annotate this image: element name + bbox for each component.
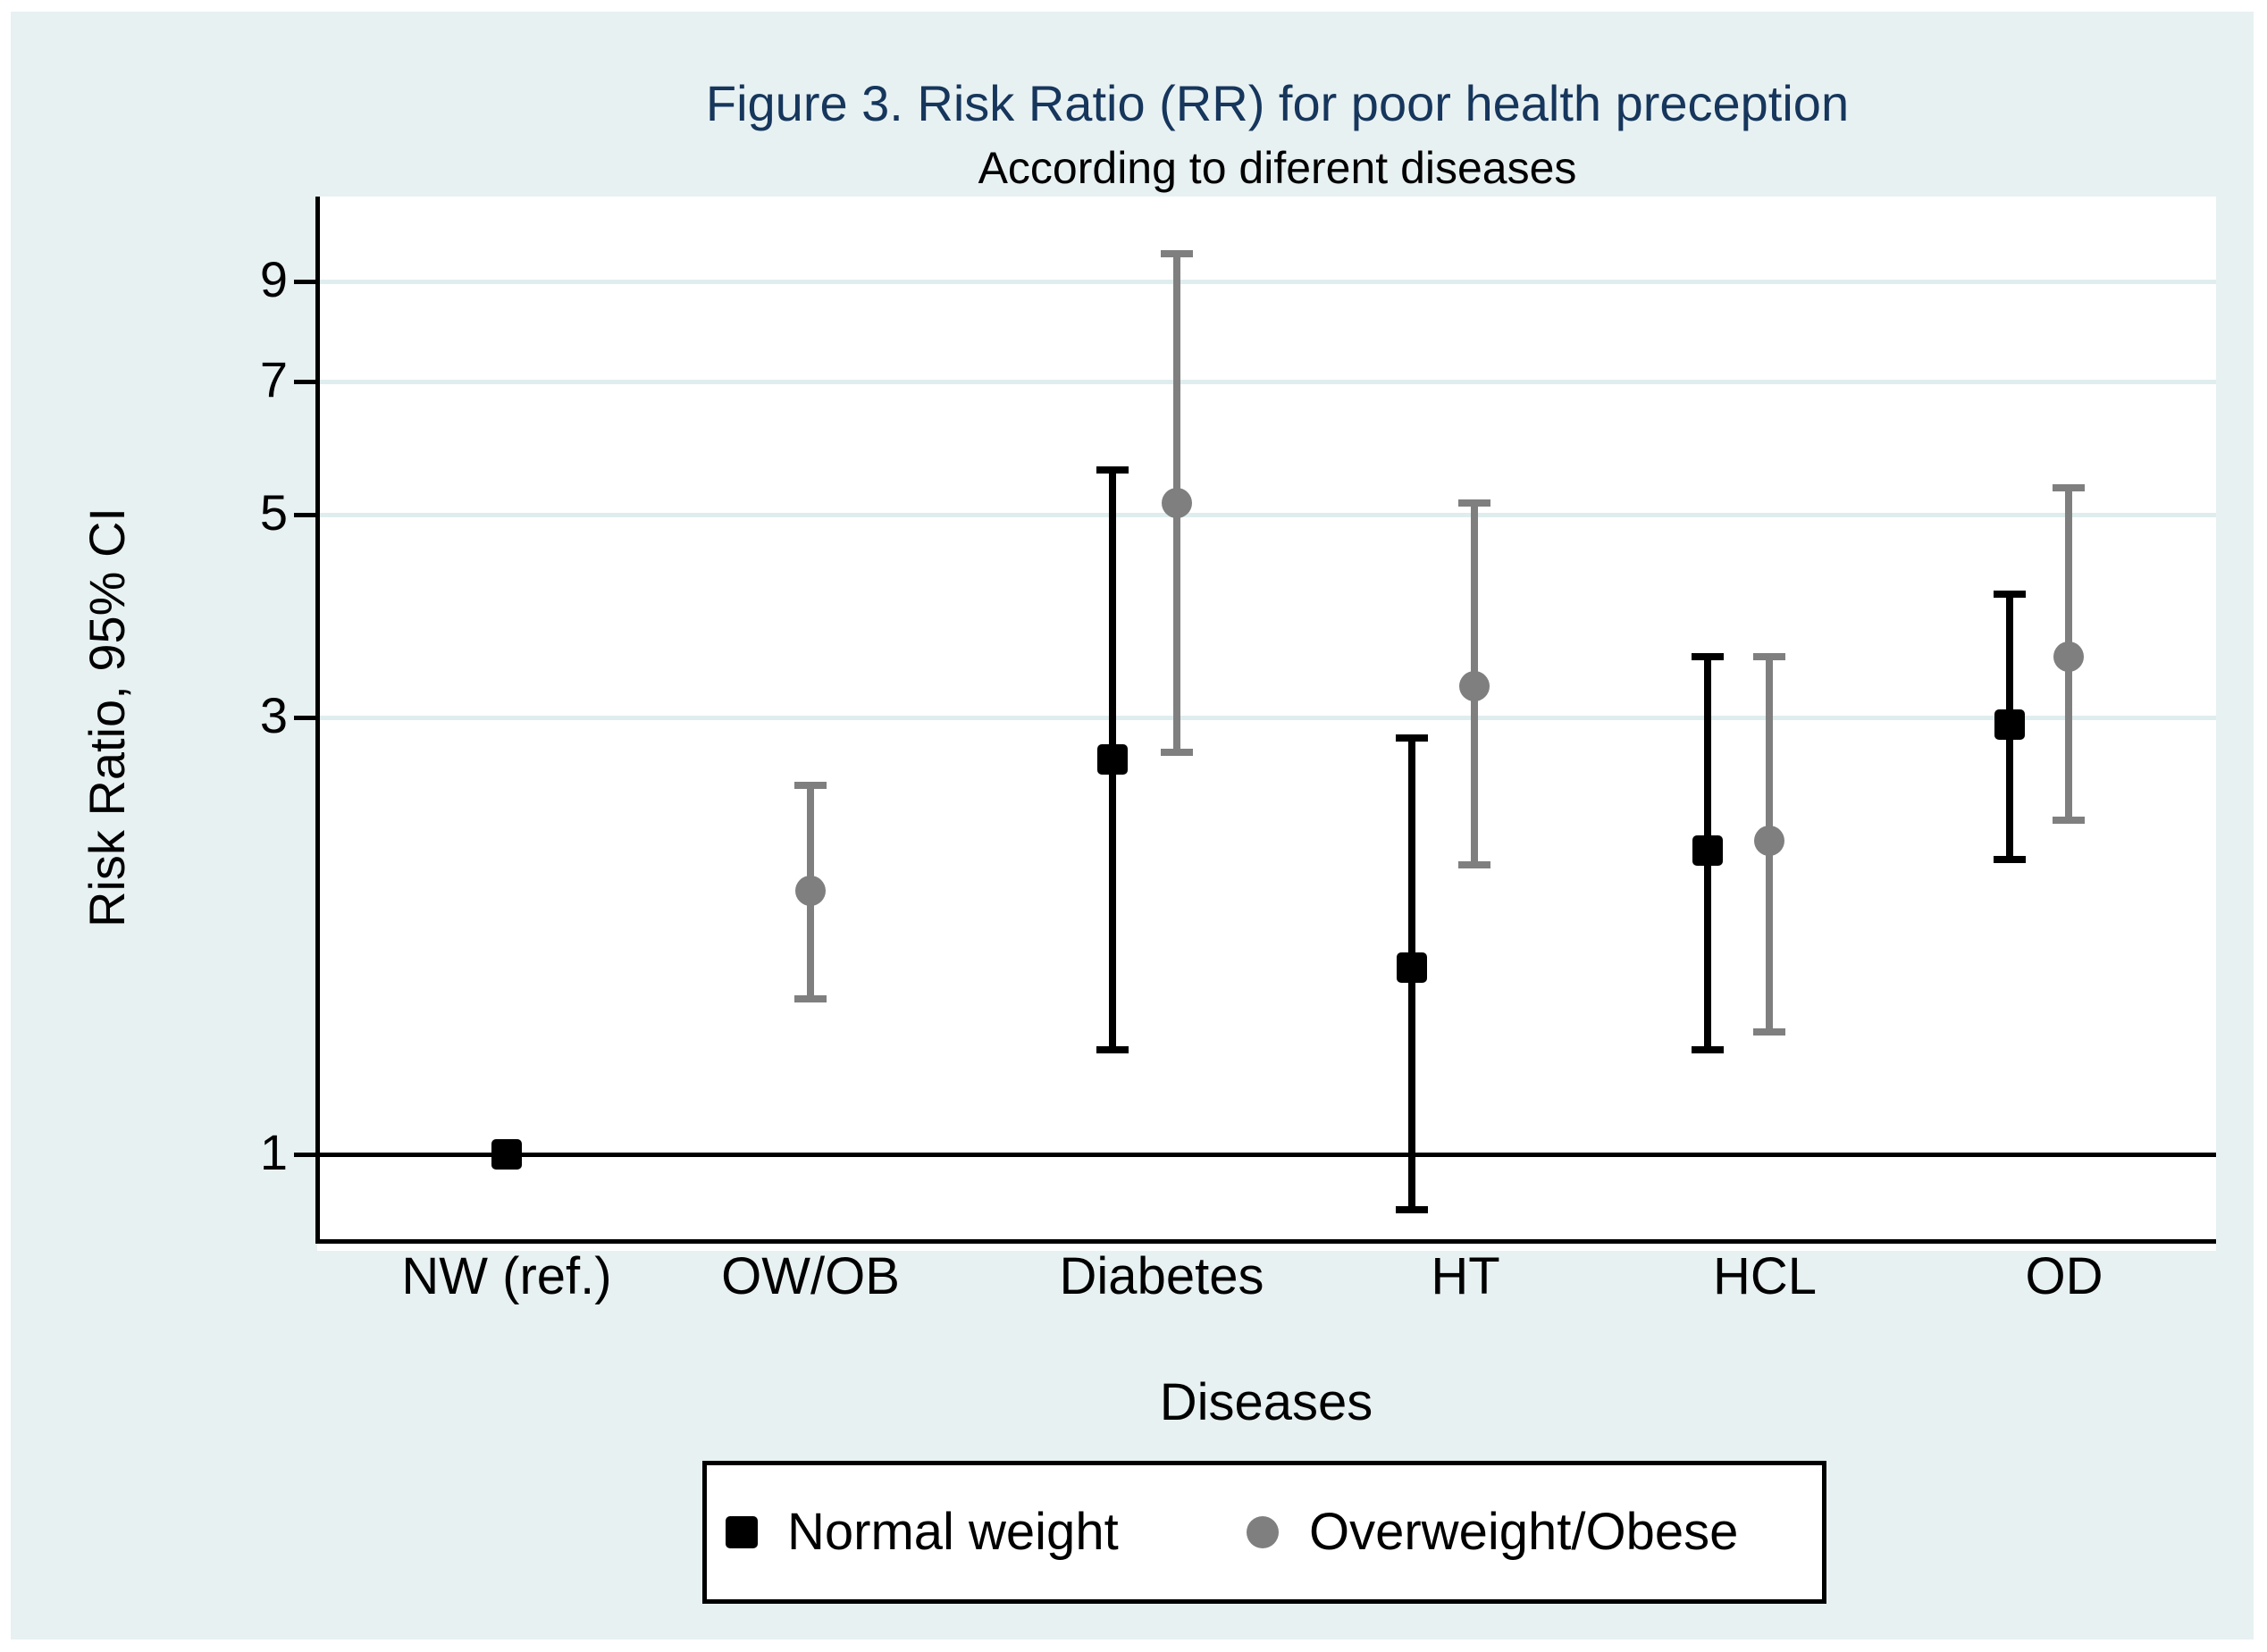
ci-cap-low-Diabetes [1096,1046,1129,1054]
gridline-y-9 [317,279,2216,284]
y-tick-label-1: 1 [259,1124,288,1180]
y-tick-label-3: 3 [259,687,288,744]
legend-marker-square [726,1516,758,1548]
ci-cap-high-HT [1396,734,1428,742]
point-circle-Diabetes [1162,488,1192,519]
y-tick-label-9: 9 [259,250,288,307]
x-axis-title: Diseases [1159,1373,1373,1431]
legend-marker-circle [1247,1516,1279,1548]
y-tick-3 [294,716,315,721]
point-square-Diabetes [1097,744,1128,776]
gridline-y-3 [317,716,2216,721]
point-circle-HCL [1754,826,1784,857]
ci-cap-high-HT [1458,499,1490,507]
ci-cap-high-Diabetes [1161,249,1193,257]
point-circle-OW/OB [795,876,826,907]
point-square-OD [1994,709,2025,740]
x-axis-line [315,1239,2216,1244]
figure-subtitle: According to diferent diseases [978,143,1577,193]
reference-line-rr-1 [317,1153,2216,1157]
legend-label-square: Normal weight [787,1503,1119,1561]
ci-cap-low-OD [2053,816,2085,824]
y-tick-5 [294,513,315,518]
legend-box: Normal weight Overweight/Obese [702,1461,1826,1604]
point-square-HCL [1692,834,1723,866]
y-tick-1 [294,1153,315,1157]
point-square-HT [1397,952,1427,983]
y-axis-line [315,197,320,1244]
y-tick-7 [294,379,315,384]
ci-cap-high-HCL [1692,652,1724,660]
y-tick-9 [294,279,315,284]
ci-cap-low-Diabetes [1161,749,1193,757]
gridline-y-5 [317,513,2216,518]
x-category-label-HT: HT [1431,1247,1500,1305]
x-category-label-OD: OD [2025,1247,2103,1305]
ci-cap-low-HCL [1753,1028,1785,1036]
y-axis-title: Risk Ratio, 95% CI [79,507,135,927]
gridline-y-7 [317,379,2216,384]
x-category-label-OW-OB: OW/OB [721,1247,900,1305]
ci-cap-low-HCL [1692,1046,1724,1054]
point-circle-OD [2053,641,2084,672]
ci-cap-low-OD [1994,856,2026,864]
ci-cap-high-OD [1994,590,2026,598]
x-category-label-HCL: HCL [1712,1247,1818,1305]
ci-cap-low-OW/OB [794,994,827,1002]
ci-cap-high-Diabetes [1096,465,1129,474]
ci-cap-high-HCL [1753,652,1785,660]
x-category-label-NW-ref-: NW (ref.) [401,1247,612,1305]
plot-area [317,197,2216,1251]
legend-label-circle: Overweight/Obese [1309,1503,1739,1561]
x-category-label-Diabetes: Diabetes [1059,1247,1264,1305]
y-tick-label-5: 5 [259,484,288,541]
figure-canvas: Figure 3. Risk Ratio (RR) for poor healt… [11,12,2254,1639]
figure-title: Figure 3. Risk Ratio (RR) for poor healt… [705,75,1850,131]
ci-cap-low-HT [1458,861,1490,869]
ci-cap-low-HT [1396,1205,1428,1213]
ci-cap-high-OD [2053,484,2085,492]
point-circle-HT [1459,670,1490,701]
y-tick-label-7: 7 [259,350,288,407]
point-square-NW (ref.) [491,1139,522,1170]
ci-cap-high-OW/OB [794,782,827,790]
